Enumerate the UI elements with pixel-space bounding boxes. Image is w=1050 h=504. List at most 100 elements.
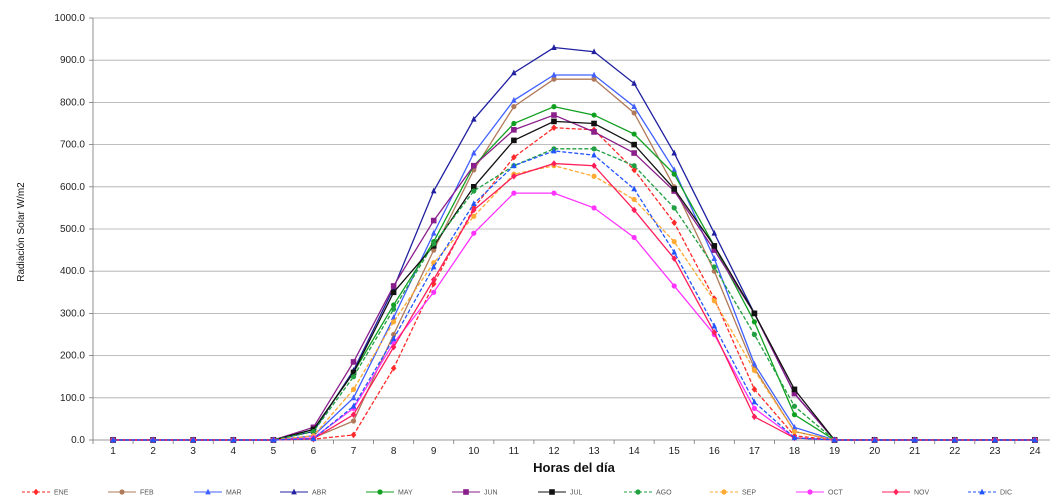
data-point — [751, 331, 757, 338]
series-line — [113, 46, 1035, 441]
x-tick-label: 18 — [789, 446, 801, 457]
data-point — [511, 96, 517, 103]
series-line — [113, 162, 1035, 441]
series-mar — [110, 71, 1038, 443]
x-tick-label: 21 — [909, 446, 921, 457]
data-point — [751, 398, 758, 405]
x-tick-label: 8 — [391, 446, 397, 457]
data-point — [190, 436, 197, 443]
data-point — [671, 239, 677, 245]
data-point — [1032, 436, 1038, 443]
x-tick-label: 22 — [949, 446, 961, 457]
data-point — [671, 255, 678, 262]
x-tick-label: 12 — [548, 446, 560, 457]
y-tick-label: 100.0 — [60, 393, 85, 404]
data-point — [110, 436, 116, 443]
legend-marker — [291, 488, 297, 495]
legend-label: ENE — [54, 490, 69, 497]
series-abr — [110, 44, 1038, 443]
data-point — [751, 386, 758, 393]
data-point — [470, 149, 477, 156]
series-line — [113, 120, 1035, 441]
data-point — [831, 436, 838, 443]
data-point — [471, 230, 477, 236]
legend-marker — [119, 489, 125, 495]
legend-label: AGO — [656, 490, 672, 497]
data-point — [431, 289, 437, 295]
series-line — [113, 105, 1035, 441]
x-tick-label: 23 — [989, 446, 1001, 457]
series-jul — [110, 118, 1038, 443]
y-tick-label: 800.0 — [60, 97, 85, 108]
legend-item: ENE — [22, 488, 69, 497]
x-tick-label: 10 — [468, 446, 480, 457]
x-tick-label: 4 — [231, 446, 237, 457]
legend-marker — [721, 489, 727, 495]
data-point — [431, 241, 437, 247]
legend-item: FEB — [108, 489, 154, 497]
data-point — [390, 289, 397, 296]
data-point — [470, 206, 477, 214]
series-lines — [110, 44, 1038, 444]
data-point — [791, 390, 798, 397]
data-point — [751, 319, 757, 325]
series-line — [113, 114, 1035, 441]
data-point — [751, 405, 757, 411]
data-point — [511, 162, 517, 169]
legend-label: SEP — [742, 490, 756, 497]
data-point — [711, 329, 718, 336]
data-point — [671, 149, 678, 156]
y-tick-label: 600.0 — [60, 182, 85, 193]
data-point — [551, 190, 557, 196]
data-point — [511, 153, 517, 161]
series-oct — [110, 190, 1038, 443]
data-point — [471, 213, 477, 219]
x-tick-label: 16 — [709, 446, 721, 457]
series-line — [113, 127, 1035, 441]
data-point — [350, 374, 357, 380]
data-point — [430, 276, 437, 283]
legend-item: JUL — [538, 489, 583, 497]
data-point — [591, 71, 597, 78]
data-point — [350, 386, 357, 392]
data-point — [511, 120, 517, 127]
data-point — [631, 234, 637, 241]
data-point — [631, 150, 637, 156]
data-point — [591, 205, 597, 211]
series-jun — [110, 112, 1038, 443]
series-sep — [110, 163, 1038, 443]
data-point — [671, 171, 677, 177]
data-point — [511, 69, 517, 76]
data-point — [631, 80, 637, 86]
legend-label: JUL — [570, 490, 583, 497]
data-point — [711, 322, 718, 329]
data-point — [511, 104, 517, 110]
data-point — [791, 428, 798, 435]
data-point — [551, 76, 557, 82]
legend-marker — [377, 489, 383, 495]
data-point — [591, 120, 597, 127]
x-tick-label: 1 — [110, 446, 116, 457]
y-tick-label: 500.0 — [60, 224, 85, 235]
data-point — [430, 217, 437, 224]
data-point — [270, 436, 277, 443]
data-point — [391, 306, 397, 312]
x-tick-label: 17 — [749, 446, 761, 457]
x-tick-label: 14 — [629, 446, 641, 457]
legend-marker — [893, 488, 899, 496]
data-point — [671, 186, 678, 192]
axes — [89, 17, 1016, 444]
legend-marker — [635, 489, 641, 495]
data-point — [671, 166, 678, 173]
data-point — [751, 367, 757, 373]
data-point — [471, 188, 477, 194]
legend-item: MAY — [366, 489, 413, 497]
data-point — [591, 129, 597, 135]
legend-item: DIC — [968, 488, 1012, 497]
y-tick-label: 0.0 — [71, 435, 85, 446]
x-tick-label: 7 — [351, 446, 357, 457]
data-point — [751, 310, 758, 317]
legend-label: MAY — [398, 490, 413, 497]
data-point — [791, 412, 798, 418]
